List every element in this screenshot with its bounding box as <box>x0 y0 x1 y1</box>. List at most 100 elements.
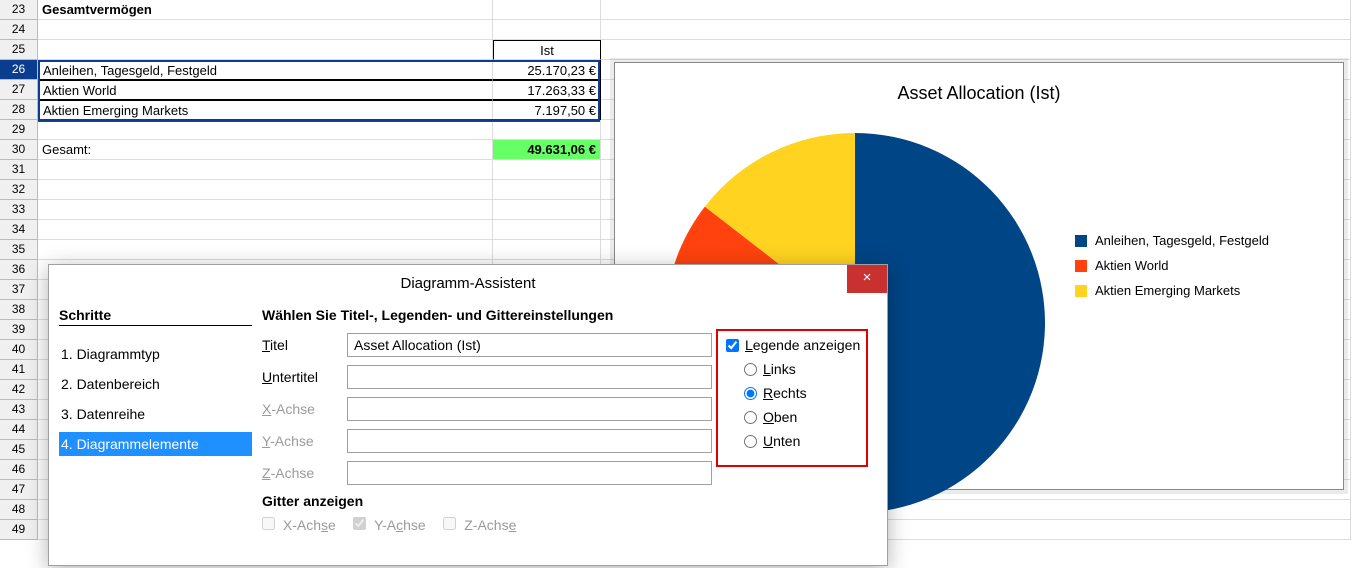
legend-label: Aktien Emerging Markets <box>1095 283 1240 298</box>
legend-position-radio[interactable]: Unten <box>744 433 873 449</box>
row-header[interactable]: 29 <box>0 120 38 140</box>
cell[interactable] <box>493 240 601 260</box>
cell[interactable] <box>38 20 493 40</box>
cell[interactable]: Ist <box>493 40 601 60</box>
row-header[interactable]: 28 <box>0 100 38 120</box>
legend-swatch <box>1075 285 1087 297</box>
cell[interactable]: Aktien World <box>38 80 493 100</box>
cell[interactable] <box>493 180 601 200</box>
row-header[interactable]: 31 <box>0 160 38 180</box>
row-header[interactable]: 25 <box>0 40 38 60</box>
legend-item: Anleihen, Tagesgeld, Festgeld <box>1075 233 1269 248</box>
legend-label: Anleihen, Tagesgeld, Festgeld <box>1095 233 1269 248</box>
legend-label: Aktien World <box>1095 258 1168 273</box>
cell[interactable] <box>601 40 1351 60</box>
cell[interactable] <box>38 200 493 220</box>
cell[interactable] <box>38 160 493 180</box>
close-icon: × <box>863 269 872 286</box>
subtitle-input[interactable] <box>347 365 712 389</box>
wizard-step[interactable]: 3. Datenreihe <box>59 402 252 426</box>
form-header: Wählen Sie Titel-, Legenden- und Gittere… <box>262 307 877 323</box>
legend-position-radio[interactable]: Rechts <box>744 385 873 401</box>
cell[interactable]: 25.170,23 € <box>493 60 601 80</box>
close-button[interactable]: × <box>847 265 887 293</box>
row-header[interactable]: 30 <box>0 140 38 160</box>
row-header[interactable]: 37 <box>0 280 38 300</box>
row-header[interactable]: 49 <box>0 520 38 540</box>
cell[interactable] <box>493 120 601 140</box>
cell[interactable]: 7.197,50 € <box>493 100 601 120</box>
row-header[interactable]: 32 <box>0 180 38 200</box>
row-header[interactable]: 40 <box>0 340 38 360</box>
row-header[interactable]: 24 <box>0 20 38 40</box>
row-header[interactable]: 34 <box>0 220 38 240</box>
chart-legend: Anleihen, Tagesgeld, Festgeld Aktien Worl… <box>1075 233 1269 308</box>
wizard-step[interactable]: 4. Diagrammelemente <box>59 432 252 456</box>
sheet-row: 24 <box>0 20 1353 40</box>
row-header[interactable]: 26 <box>0 60 38 80</box>
row-header[interactable]: 33 <box>0 200 38 220</box>
row-header[interactable]: 44 <box>0 420 38 440</box>
cell[interactable] <box>493 220 601 240</box>
row-header[interactable]: 43 <box>0 400 38 420</box>
cell[interactable] <box>493 200 601 220</box>
cell[interactable] <box>38 40 493 60</box>
cell[interactable] <box>38 220 493 240</box>
dialog-title: Diagramm-Assistent <box>400 275 535 292</box>
cell[interactable] <box>493 160 601 180</box>
legend-swatch <box>1075 235 1087 247</box>
cell[interactable]: Aktien Emerging Markets <box>38 100 493 120</box>
legend-item: Aktien Emerging Markets <box>1075 283 1269 298</box>
title-input[interactable] <box>347 333 712 357</box>
grid-y-checkbox[interactable]: Y-Achse <box>353 517 425 533</box>
steps-header: Schritte <box>59 307 252 326</box>
row-header[interactable]: 35 <box>0 240 38 260</box>
row-header[interactable]: 39 <box>0 320 38 340</box>
x-axis-label: X-Achse <box>262 401 347 417</box>
chart-elements-form: Wählen Sie Titel-, Legenden- und Gittere… <box>262 307 877 533</box>
cell[interactable] <box>38 120 493 140</box>
cell[interactable]: Gesamt: <box>38 140 493 160</box>
wizard-steps-panel: Schritte 1. Diagrammtyp 2. Datenbereich 3.… <box>59 307 262 533</box>
row-header[interactable]: 36 <box>0 260 38 280</box>
row-header[interactable]: 38 <box>0 300 38 320</box>
cell[interactable] <box>493 20 601 40</box>
subtitle-label: Untertitel <box>262 369 347 385</box>
grid-options: X-Achse Y-Achse Z-Achse <box>262 517 712 533</box>
wizard-step[interactable]: 2. Datenbereich <box>59 372 252 396</box>
cell[interactable] <box>493 0 601 20</box>
legend-position-radio[interactable]: Links <box>744 361 873 377</box>
z-axis-input[interactable] <box>347 461 712 485</box>
cell[interactable] <box>601 0 1351 20</box>
y-axis-label: Y-Achse <box>262 433 347 449</box>
row-header[interactable]: 27 <box>0 80 38 100</box>
legend-position-radio[interactable]: Oben <box>744 409 873 425</box>
title-label: Titel <box>262 337 347 353</box>
row-header[interactable]: 48 <box>0 500 38 520</box>
cell[interactable]: 17.263,33 € <box>493 80 601 100</box>
wizard-step[interactable]: 1. Diagrammtyp <box>59 342 252 366</box>
cell[interactable] <box>38 240 493 260</box>
row-header[interactable]: 46 <box>0 460 38 480</box>
cell[interactable] <box>601 20 1351 40</box>
cell[interactable]: 49.631,06 € <box>493 140 601 160</box>
z-axis-label: Z-Achse <box>262 465 347 481</box>
cell[interactable]: Anleihen, Tagesgeld, Festgeld <box>38 60 493 80</box>
row-header[interactable]: 45 <box>0 440 38 460</box>
legend-item: Aktien World <box>1075 258 1269 273</box>
x-axis-input[interactable] <box>347 397 712 421</box>
y-axis-input[interactable] <box>347 429 712 453</box>
cell[interactable] <box>38 180 493 200</box>
row-header[interactable]: 23 <box>0 0 38 20</box>
show-legend-checkbox[interactable]: Legende anzeigen <box>726 337 873 353</box>
dialog-titlebar[interactable]: Diagramm-Assistent × <box>49 265 887 301</box>
grid-x-checkbox[interactable]: X-Achse <box>262 517 336 533</box>
row-header[interactable]: 41 <box>0 360 38 380</box>
legend-options-group: Legende anzeigen Links Rechts Oben Unten <box>722 333 877 533</box>
cell[interactable]: Gesamtvermögen <box>38 0 493 20</box>
grid-header: Gitter anzeigen <box>262 493 712 509</box>
row-header[interactable]: 42 <box>0 380 38 400</box>
row-header[interactable]: 47 <box>0 480 38 500</box>
legend-swatch <box>1075 260 1087 272</box>
grid-z-checkbox[interactable]: Z-Achse <box>443 517 516 533</box>
